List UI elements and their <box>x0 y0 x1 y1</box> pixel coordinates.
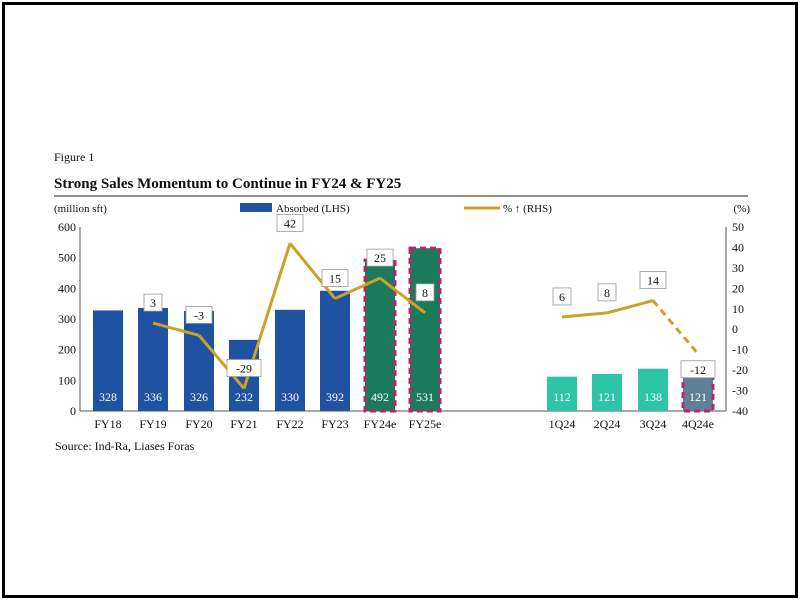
source-note: Source: Ind-Ra, Liases Foras <box>55 439 195 453</box>
annual-category-label: FY23 <box>321 417 348 431</box>
annual-bar <box>408 246 442 413</box>
left-tick-label: 0 <box>70 404 76 418</box>
annual-category-label: FY21 <box>230 417 257 431</box>
quarterly-growth-label: 6 <box>559 290 565 304</box>
annual-growth-label: 3 <box>150 296 156 310</box>
left-tick-label: 200 <box>58 343 76 357</box>
annual-growth-label: 25 <box>374 251 386 265</box>
annual-growth-label: 8 <box>422 286 428 300</box>
annual-bar <box>184 311 214 411</box>
annual-value-label: 531 <box>416 390 434 404</box>
quarterly-growth-line <box>561 311 608 319</box>
quarterly-bar <box>638 368 668 411</box>
right-tick-label: 10 <box>732 302 744 316</box>
right-tick-label: -40 <box>732 404 748 418</box>
annual-growth-label: -3 <box>194 308 204 322</box>
y2-axis-label: (%) <box>734 203 751 215</box>
annual-value-label: 326 <box>190 390 208 404</box>
annual-value-label: 392 <box>326 390 344 404</box>
left-tick-label: 100 <box>58 373 76 387</box>
annual-category-label: FY20 <box>185 417 212 431</box>
annual-bar <box>320 290 350 411</box>
annual-value-label: 330 <box>281 390 299 404</box>
right-tick-label: -10 <box>732 343 748 357</box>
annual-category-label: FY24e <box>364 417 397 431</box>
annual-category-label: FY25e <box>409 417 442 431</box>
quarterly-growth-line <box>651 299 700 355</box>
quarterly-growth-label-box <box>639 271 667 290</box>
annual-category-label: FY19 <box>139 417 166 431</box>
annual-bar <box>275 309 305 411</box>
quarterly-bar <box>681 372 715 413</box>
quarterly-growth-line <box>606 299 654 315</box>
annual-growth-label: 15 <box>329 272 341 286</box>
legend-line-label: % ↑ (RHS) <box>503 203 552 215</box>
annual-growth-line <box>379 276 426 315</box>
quarterly-value-label: 138 <box>644 390 662 404</box>
annual-growth-label-box <box>321 269 349 287</box>
quarterly-bar <box>547 376 577 411</box>
quarterly-growth-label: 8 <box>604 286 610 300</box>
chart-title: Strong Sales Momentum to Continue in FY2… <box>54 176 402 192</box>
annual-category-label: FY22 <box>276 417 303 431</box>
annual-growth-label-box <box>366 248 394 267</box>
plot-area: 0 100 200 300 400 500 600 -40 -30 -20 -10 0 10 20 30 40… <box>58 213 748 431</box>
annual-growth-line <box>152 321 200 337</box>
quarterly-growth-label: 14 <box>647 274 659 288</box>
annual-growth-label-box <box>143 293 163 312</box>
right-tick-label: 50 <box>732 220 744 234</box>
left-tick-label: 300 <box>58 312 76 326</box>
right-tick-label: 30 <box>732 261 744 275</box>
quarterly-category-label: 3Q24 <box>640 417 667 431</box>
annual-value-label: 328 <box>99 390 117 404</box>
annual-growth-label-box <box>226 359 262 377</box>
annual-value-label: 336 <box>144 390 162 404</box>
annual-growth-label: 42 <box>284 216 296 230</box>
annual-growth-line <box>288 242 337 300</box>
annual-growth-label: -29 <box>236 362 252 376</box>
annual-value-label: 492 <box>371 390 389 404</box>
quarterly-growth-label: -12 <box>690 363 706 377</box>
left-tick-label: 600 <box>58 220 76 234</box>
quarterly-growth-label-box <box>680 360 716 379</box>
quarterly-value-label: 112 <box>553 390 571 404</box>
figure-label: Figure 1 <box>54 150 95 164</box>
quarterly-growth-label-box <box>552 287 572 306</box>
quarterly-value-label: 121 <box>689 390 707 404</box>
annual-growth-label-box <box>185 305 213 324</box>
y-axis-label: (million sft) <box>54 203 107 215</box>
right-tick-label: 20 <box>732 281 744 295</box>
annual-bar <box>93 310 123 411</box>
annual-growth-label-box <box>415 283 435 302</box>
right-tick-label: -30 <box>732 384 748 398</box>
annual-category-label: FY18 <box>94 417 121 431</box>
annual-growth-label-box <box>276 213 304 232</box>
annual-value-label: 232 <box>235 390 253 404</box>
left-tick-label: 400 <box>58 281 76 295</box>
right-tick-label: 40 <box>732 240 744 254</box>
right-tick-label: 0 <box>732 322 738 336</box>
quarterly-category-label: 2Q24 <box>594 417 621 431</box>
quarterly-category-label: 1Q24 <box>549 417 576 431</box>
legend-bar-label: Absorbed (LHS) <box>276 203 350 215</box>
quarterly-category-label: 4Q24e <box>682 417 714 431</box>
legend-bar-swatch <box>240 203 272 212</box>
annual-growth-line <box>334 276 381 300</box>
quarterly-bar <box>592 373 622 411</box>
left-tick-label: 500 <box>58 251 76 265</box>
quarterly-value-label: 121 <box>598 390 616 404</box>
quarterly-growth-label-box <box>597 283 617 302</box>
right-tick-label: -20 <box>732 363 748 377</box>
annual-growth-line <box>197 334 246 390</box>
